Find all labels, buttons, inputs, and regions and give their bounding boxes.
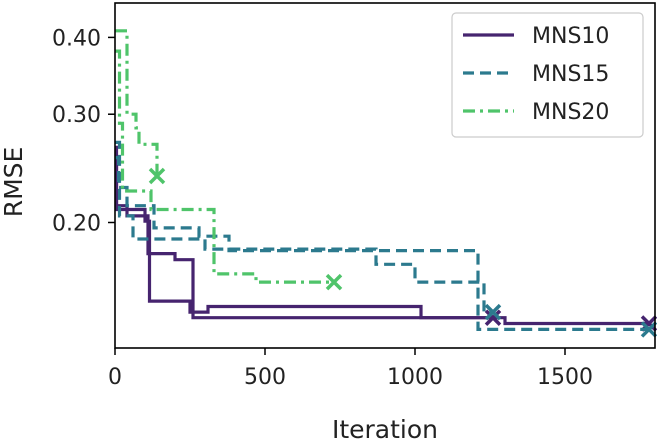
x-tick-label: 0 bbox=[108, 365, 122, 390]
y-tick-label: 0.40 bbox=[52, 26, 101, 51]
series-line-mns20-run-2 bbox=[115, 49, 334, 284]
x-axis-label: Iteration bbox=[332, 415, 438, 440]
end-marker-mns20-run-2 bbox=[325, 273, 343, 291]
end-marker-mns15-run-1 bbox=[484, 303, 502, 321]
series-line-mns10-run-1 bbox=[114, 145, 493, 320]
legend-box bbox=[451, 12, 644, 138]
legend: MNS10 MNS15 MNS20 bbox=[451, 12, 644, 138]
legend-label-mns10: MNS10 bbox=[532, 24, 609, 49]
axes: 0 500 1000 1500 0.20 0.30 0.40 bbox=[52, 2, 656, 390]
series-mns15 bbox=[115, 140, 657, 338]
series-line-mns15-run-1 bbox=[115, 140, 493, 314]
legend-label-mns15: MNS15 bbox=[532, 62, 609, 87]
x-tick-label: 500 bbox=[244, 365, 286, 390]
series-line-mns15-run-2 bbox=[115, 156, 649, 331]
series-line-mns20-run-1 bbox=[115, 29, 159, 176]
series-layer bbox=[114, 29, 657, 338]
end-marker-mns15-run-2 bbox=[640, 321, 657, 338]
x-tick-label: 1500 bbox=[537, 365, 593, 390]
end-marker-mns20-run-1 bbox=[148, 167, 166, 185]
series-mns20 bbox=[115, 29, 343, 291]
series-line-mns10-run-2 bbox=[114, 161, 649, 326]
plot-frame bbox=[114, 2, 656, 349]
x-tick-label: 1000 bbox=[387, 365, 443, 390]
y-tick-label: 0.30 bbox=[52, 103, 101, 128]
y-tick-label: 0.20 bbox=[52, 211, 101, 236]
legend-label-mns20: MNS20 bbox=[532, 100, 609, 125]
y-axis-label: RMSE bbox=[0, 147, 28, 218]
